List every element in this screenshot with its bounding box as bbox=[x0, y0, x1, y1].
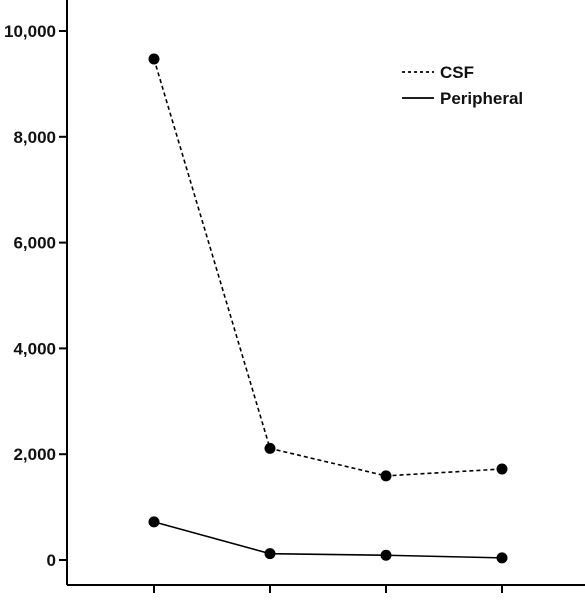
data-point bbox=[148, 53, 160, 65]
data-point bbox=[264, 442, 276, 454]
series-line-csf bbox=[153, 58, 503, 477]
legend-label-peripheral: Peripheral bbox=[440, 89, 523, 108]
data-point bbox=[148, 516, 160, 528]
chart-legend: CSF Peripheral bbox=[402, 63, 523, 108]
y-tick-label: 8,000 bbox=[13, 128, 56, 147]
x-axis-ticks bbox=[153, 585, 503, 593]
y-tick-label: 10,000 bbox=[4, 22, 56, 41]
y-tick-label: 6,000 bbox=[13, 234, 56, 253]
y-tick-label: 0 bbox=[47, 551, 56, 570]
chart-axes bbox=[66, 0, 585, 586]
y-axis-ticks: 0 2,000 4,000 6,000 8,000 10,000 bbox=[4, 22, 67, 570]
series-csf bbox=[148, 53, 508, 482]
data-point bbox=[380, 549, 392, 561]
y-tick-label: 2,000 bbox=[13, 445, 56, 464]
series-peripheral bbox=[148, 516, 508, 564]
legend-label-csf: CSF bbox=[440, 63, 474, 82]
data-point bbox=[264, 548, 276, 560]
series-layer bbox=[148, 53, 508, 564]
data-point bbox=[496, 463, 508, 475]
data-point bbox=[496, 552, 508, 564]
data-point bbox=[380, 470, 392, 482]
y-tick-label: 4,000 bbox=[13, 339, 56, 358]
series-line-peripheral bbox=[153, 521, 503, 559]
